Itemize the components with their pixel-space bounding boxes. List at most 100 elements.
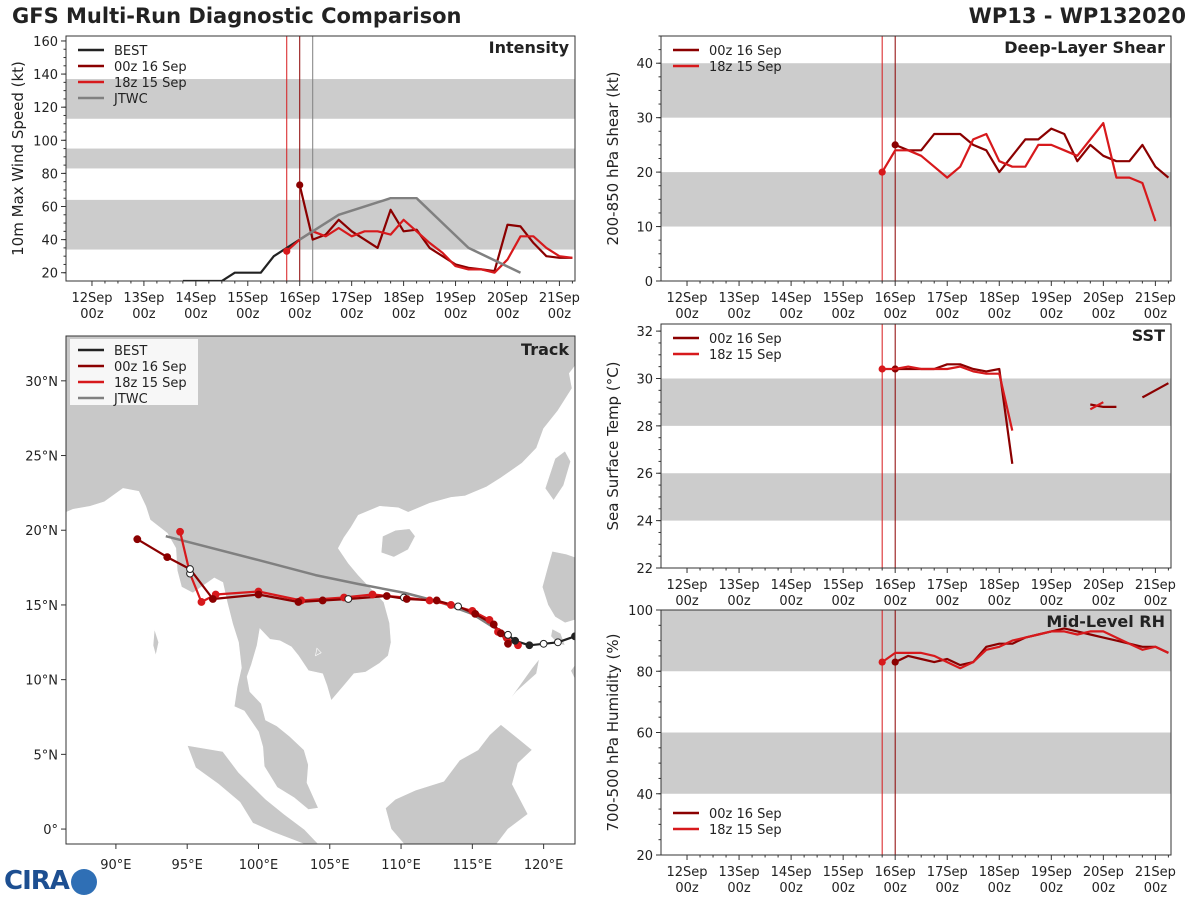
y-tick-label: 40	[636, 57, 653, 72]
legend-label: 00z 16 Sep	[709, 44, 782, 59]
x-tick-label: 13Sep	[719, 578, 760, 593]
track-point-run00	[254, 590, 263, 599]
y-tick-label: 100	[33, 134, 58, 149]
y-tick-label: 80	[636, 665, 653, 680]
x-tick-label: 18Sep	[979, 865, 1020, 880]
globe-icon	[70, 868, 97, 895]
land-island	[315, 647, 322, 657]
x-tick-label: 00z	[779, 881, 803, 896]
y-tick-label: 60	[41, 201, 58, 216]
y-tick-label: 40	[636, 788, 653, 803]
x-tick-label: 20Sep	[487, 291, 528, 306]
plot-area	[66, 36, 575, 281]
track-point-run18	[197, 598, 206, 606]
plot-area	[661, 610, 1171, 855]
x-tick-label: 00z	[236, 307, 260, 322]
legend-label: 18z 15 Sep	[709, 348, 782, 363]
x-tick-label: 00z	[988, 307, 1012, 322]
panel-title: Mid-Level RH	[1046, 612, 1165, 631]
x-tick-label: 21Sep	[1135, 291, 1176, 306]
track-point-run18	[176, 527, 184, 536]
plot-frame	[65, 35, 576, 282]
shaded-band	[661, 610, 1171, 672]
x-tick-label: 00z	[1144, 881, 1168, 896]
series-line-run00	[895, 363, 1014, 464]
y-axis-label: 700-500 hPa Humidity (%)	[604, 633, 622, 831]
panel-title: Deep-Layer Shear	[1004, 38, 1165, 57]
x-tick-label: 16Sep	[875, 291, 916, 306]
x-tick-label: 90°E	[100, 858, 131, 873]
x-tick-label: 00z	[936, 594, 960, 609]
land-luzon	[541, 550, 575, 624]
chart-rh: 2040608010012Sep00z13Sep00z14Sep00z15Sep…	[604, 604, 1176, 896]
plot-area	[661, 36, 1171, 281]
shaded-band	[661, 378, 1171, 426]
y-tick-label: 60	[636, 727, 653, 742]
x-tick-label: 00z	[831, 881, 855, 896]
init-point-run18	[878, 365, 886, 373]
y-tick-label: 80	[41, 167, 58, 182]
series-line-run18	[285, 218, 573, 274]
land-palawan	[506, 658, 540, 704]
y-tick-label: 10	[636, 221, 653, 236]
track-point-run18	[425, 596, 434, 605]
shaded-band	[661, 172, 1171, 227]
series-line-run00	[1090, 403, 1117, 408]
x-tick-label: 00z	[288, 307, 312, 322]
x-tick-label: 00z	[988, 881, 1012, 896]
x-tick-label: 19Sep	[1031, 578, 1072, 593]
y-tick-label: 32	[636, 325, 653, 340]
track-point-run00	[489, 620, 498, 629]
legend-label: 18z 15 Sep	[114, 376, 187, 391]
y-axis-label: 10m Max Wind Speed (kt)	[9, 61, 27, 256]
map-area	[66, 336, 575, 844]
x-tick-label: 00z	[727, 594, 751, 609]
x-tick-label: 00z	[779, 307, 803, 322]
track-point-run00	[318, 596, 327, 605]
x-tick-label: 18Sep	[979, 578, 1020, 593]
series-line-run00	[894, 127, 1170, 179]
track-point-best	[539, 639, 548, 648]
y-axis-label: Sea Surface Temp (°C)	[604, 361, 622, 530]
track-point-best	[504, 630, 512, 639]
land-andaman	[152, 628, 160, 656]
x-tick-label: 100°E	[239, 858, 279, 873]
x-tick-label: 15Sep	[823, 291, 864, 306]
y-tick-label: 24	[636, 515, 653, 530]
x-tick-label: 95°E	[172, 858, 203, 873]
init-point-run00	[891, 141, 899, 149]
shaded-band	[661, 63, 1171, 118]
track-point-run00	[208, 595, 217, 603]
x-tick-label: 21Sep	[1135, 865, 1176, 880]
x-tick-label: 16Sep	[875, 865, 916, 880]
x-tick-label: 00z	[340, 307, 364, 322]
track-point-run00	[471, 610, 480, 618]
x-tick-label: 17Sep	[927, 578, 968, 593]
legend-label: JTWC	[113, 92, 148, 107]
legend-label: 18z 15 Sep	[709, 60, 782, 75]
track-point-run00	[432, 596, 441, 605]
cira-logo: CIRA	[4, 866, 97, 896]
series-line-run00	[298, 184, 573, 273]
x-tick-label: 00z	[675, 307, 699, 322]
series-line-best	[182, 238, 301, 281]
y-tick-label: 20	[41, 267, 58, 282]
y-tick-label: 25°N	[25, 450, 58, 465]
panel-title: SST	[1132, 326, 1165, 345]
x-tick-label: 00z	[1144, 307, 1168, 322]
x-tick-label: 12Sep	[666, 291, 707, 306]
x-tick-label: 00z	[1144, 594, 1168, 609]
series-line-run18	[881, 630, 1169, 670]
track-point-best	[553, 638, 562, 647]
plot-frame	[660, 323, 1172, 569]
x-tick-label: 00z	[831, 307, 855, 322]
track-line-run00	[136, 538, 509, 645]
x-tick-label: 15Sep	[227, 291, 268, 306]
y-tick-label: 140	[33, 68, 58, 83]
x-tick-label: 00z	[392, 307, 416, 322]
x-tick-label: 16Sep	[279, 291, 320, 306]
track-point-run18	[368, 590, 377, 599]
chart-track: 90°E 95°E 100°E 105°E 110°E 115°E 120°E 0° 5°N 10…	[25, 335, 576, 873]
x-tick-label: 00z	[1092, 881, 1116, 896]
shaded-band	[66, 199, 575, 250]
